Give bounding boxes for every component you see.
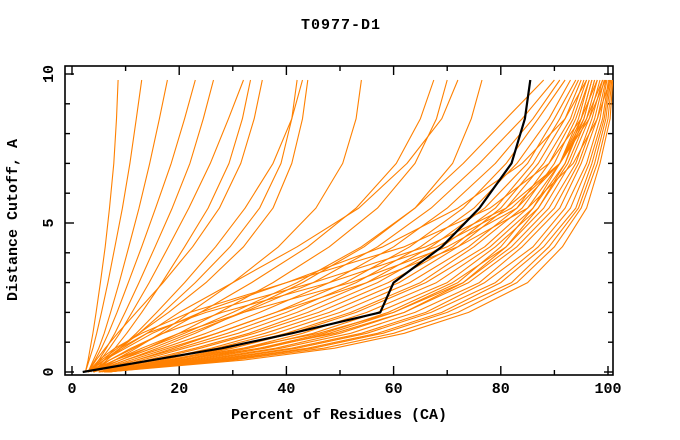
model-curve xyxy=(93,79,448,373)
target-highlight-curve xyxy=(82,79,532,374)
model-curve xyxy=(93,79,571,373)
model-curve xyxy=(98,79,582,373)
model-curve xyxy=(109,79,598,373)
model-curve xyxy=(87,79,459,373)
model-curve xyxy=(104,79,596,373)
model-curve xyxy=(93,79,604,373)
curves-clip-group xyxy=(82,79,613,374)
model-curve xyxy=(104,79,608,373)
model-curve xyxy=(93,79,596,373)
y-tick-label: 0 xyxy=(41,367,58,376)
x-axis-title: Percent of Residues (CA) xyxy=(231,407,447,424)
model-curve xyxy=(98,79,611,373)
model-curve xyxy=(106,79,610,373)
model-curve xyxy=(84,79,119,373)
plot-title: T0977-D1 xyxy=(301,17,381,34)
model-curve xyxy=(87,79,435,373)
model-curve xyxy=(87,79,263,373)
model-curve xyxy=(106,79,613,373)
model-curve xyxy=(93,79,362,373)
y-tick-label: 5 xyxy=(41,218,58,227)
model-curve xyxy=(93,79,483,373)
model-curve xyxy=(84,79,143,373)
model-curve xyxy=(106,79,612,373)
model-curve xyxy=(87,79,168,373)
x-tick-label: 0 xyxy=(67,381,76,398)
tick-labels: 0 20 40 60 80 100 0 5 10 xyxy=(41,65,622,398)
model-curve xyxy=(87,79,309,373)
y-axis-title: Distance Cutoff, A xyxy=(5,139,22,301)
x-tick-label: 20 xyxy=(170,381,188,398)
model-curve xyxy=(87,79,196,373)
plot-frame xyxy=(64,65,614,376)
x-tick-label: 60 xyxy=(385,381,403,398)
model-curve xyxy=(98,79,579,373)
model-curve xyxy=(104,79,593,373)
plot-border xyxy=(64,65,614,376)
model-curve xyxy=(106,79,613,373)
x-tick-label: 100 xyxy=(594,381,621,398)
model-curve xyxy=(90,79,215,373)
model-curve xyxy=(101,79,593,373)
model-curve xyxy=(90,79,245,373)
model-curve xyxy=(106,79,611,373)
model-curve xyxy=(104,79,607,373)
model-curve xyxy=(87,79,606,373)
model-curve xyxy=(98,79,590,373)
model-curves xyxy=(82,79,613,374)
x-tick-label: 80 xyxy=(492,381,510,398)
model-curve xyxy=(104,79,590,373)
model-curve xyxy=(104,79,605,373)
model-curve xyxy=(87,79,598,373)
model-curve xyxy=(87,79,545,373)
y-tick-label: 10 xyxy=(41,65,58,83)
x-tick-label: 40 xyxy=(277,381,295,398)
